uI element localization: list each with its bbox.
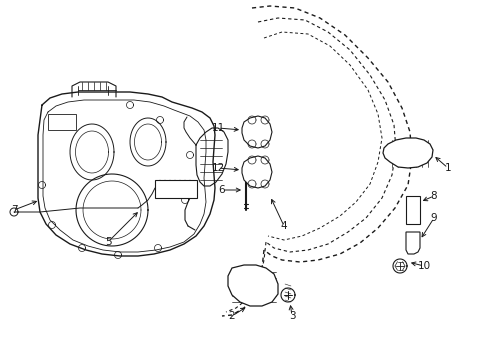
Polygon shape (227, 265, 278, 306)
Polygon shape (242, 156, 271, 188)
Text: 8: 8 (430, 191, 436, 201)
Text: 3: 3 (288, 311, 295, 321)
Text: 9: 9 (430, 213, 436, 223)
Text: 6: 6 (218, 185, 225, 195)
Text: 4: 4 (280, 221, 287, 231)
Text: 7: 7 (11, 205, 17, 215)
Text: 10: 10 (417, 261, 429, 271)
Text: 2: 2 (228, 311, 235, 321)
Text: 1: 1 (444, 163, 450, 173)
Polygon shape (382, 138, 432, 168)
Text: 12: 12 (211, 163, 224, 173)
Text: 5: 5 (104, 237, 111, 247)
Bar (155, 180, 197, 198)
Text: 11: 11 (211, 123, 224, 133)
Bar (405, 196, 419, 224)
Bar (48, 114, 76, 130)
Polygon shape (405, 232, 419, 254)
Polygon shape (242, 116, 271, 148)
